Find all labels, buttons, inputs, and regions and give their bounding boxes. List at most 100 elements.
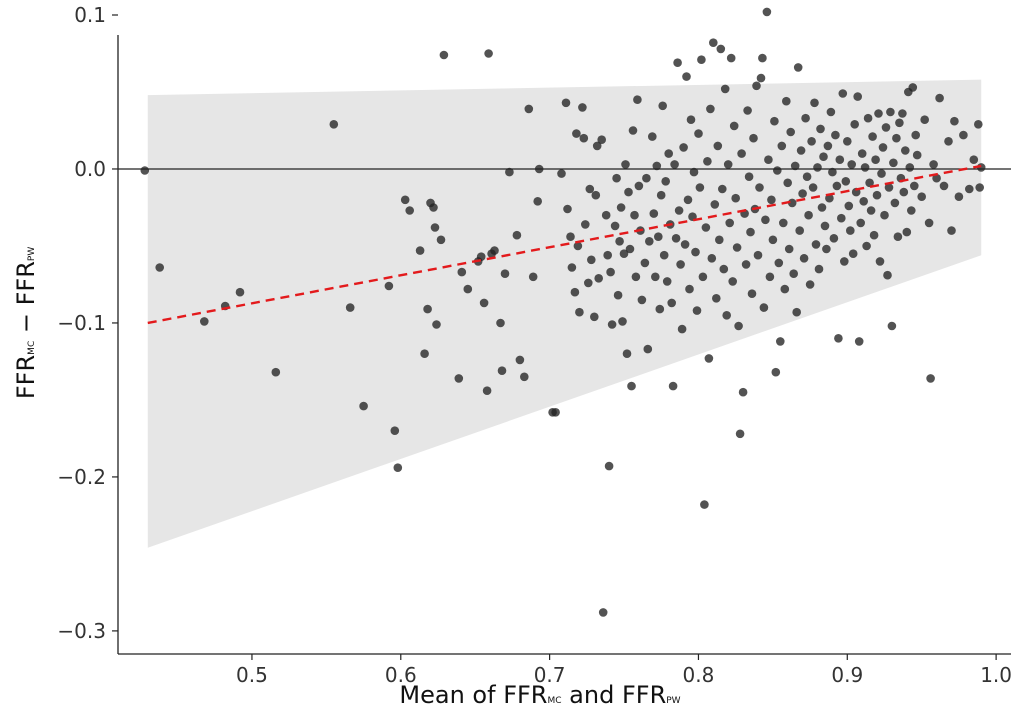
data-point <box>656 190 666 200</box>
data-point <box>648 132 657 141</box>
data-point <box>877 169 886 178</box>
data-point <box>813 163 822 172</box>
data-point <box>768 235 778 245</box>
data-point <box>630 210 639 220</box>
data-point <box>713 141 723 151</box>
data-point <box>868 132 877 141</box>
data-point <box>777 141 787 151</box>
data-point <box>859 197 868 206</box>
data-point <box>712 294 721 303</box>
data-point <box>575 307 584 317</box>
data-point <box>633 95 642 104</box>
data-point <box>886 107 895 117</box>
x-tick-label: 0.7 <box>534 663 566 687</box>
data-point <box>590 312 599 322</box>
data-point <box>720 84 730 94</box>
data-point <box>829 234 839 243</box>
data-point <box>479 298 489 308</box>
data-point <box>857 149 867 158</box>
data-point <box>566 232 575 241</box>
data-point <box>722 311 731 320</box>
data-point <box>706 104 715 114</box>
data-point <box>853 92 862 101</box>
data-point <box>573 241 583 251</box>
data-point <box>496 318 505 328</box>
data-point <box>271 367 281 377</box>
data-point <box>771 367 781 377</box>
data-point <box>835 155 845 164</box>
data-point <box>591 190 601 200</box>
data-point <box>890 198 900 208</box>
y-axis-title: FFRMC − FFRPW <box>12 247 40 399</box>
data-point <box>767 195 776 205</box>
data-point <box>423 304 432 314</box>
data-point <box>837 213 846 223</box>
data-point <box>848 249 858 258</box>
data-point <box>926 374 935 383</box>
data-point <box>533 197 542 206</box>
data-point <box>773 166 782 175</box>
data-point <box>579 133 589 143</box>
data-point <box>682 72 691 81</box>
data-point <box>716 44 726 54</box>
data-point <box>881 123 891 132</box>
data-point <box>505 167 514 177</box>
data-point <box>753 250 763 260</box>
data-point <box>901 146 910 155</box>
axis-title-subscript: PW <box>666 696 680 706</box>
data-point <box>415 246 425 255</box>
data-point <box>779 218 788 228</box>
data-point <box>871 155 880 164</box>
data-point <box>807 137 816 146</box>
data-point <box>534 164 544 174</box>
data-point <box>235 287 245 297</box>
data-point <box>689 167 699 177</box>
data-point <box>390 426 400 436</box>
data-point <box>908 83 918 92</box>
data-point <box>746 227 755 237</box>
data-point <box>860 163 870 172</box>
data-point <box>704 354 714 363</box>
x-tick-label: 1.0 <box>980 663 1011 687</box>
data-point <box>758 53 767 63</box>
axis-title-part: FFR <box>12 355 40 399</box>
data-point <box>947 226 956 235</box>
data-point <box>642 173 651 183</box>
data-point <box>679 143 688 152</box>
data-point <box>683 195 693 205</box>
data-point <box>811 240 821 249</box>
data-point <box>512 230 522 240</box>
data-point <box>634 181 644 191</box>
data-point <box>603 250 612 260</box>
data-point <box>755 183 764 192</box>
data-point <box>715 235 724 245</box>
y-tick-label: 0.0 <box>74 157 106 181</box>
data-point <box>500 269 510 279</box>
data-point <box>832 181 842 191</box>
data-point <box>140 166 150 175</box>
data-point <box>557 169 566 178</box>
data-point <box>484 49 493 58</box>
data-point <box>528 272 538 282</box>
axis-title-subscript: MC <box>547 696 561 706</box>
data-point <box>497 366 507 376</box>
data-point <box>570 287 580 297</box>
data-point <box>959 130 968 140</box>
data-point <box>723 160 733 169</box>
data-point <box>709 38 718 47</box>
data-point <box>784 244 794 254</box>
data-point <box>520 372 529 382</box>
data-point <box>826 107 836 117</box>
data-point <box>756 73 766 83</box>
data-point <box>668 381 678 391</box>
data-point <box>384 281 394 291</box>
limits-band <box>147 79 982 548</box>
data-point <box>621 160 630 169</box>
data-point <box>872 190 882 200</box>
data-point <box>652 161 662 171</box>
data-point <box>432 320 441 329</box>
data-point <box>822 244 831 254</box>
data-point <box>738 387 748 397</box>
data-point <box>640 258 650 268</box>
data-point <box>782 96 791 106</box>
